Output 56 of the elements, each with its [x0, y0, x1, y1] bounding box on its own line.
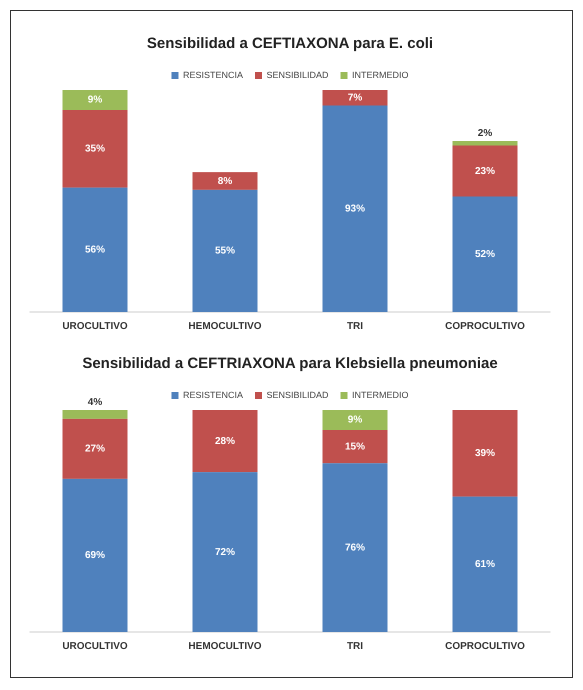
- data-label: 55%: [214, 246, 236, 257]
- bar: [192, 472, 258, 632]
- data-label: 8%: [218, 176, 232, 187]
- bar: [62, 410, 128, 419]
- data-label: 69%: [84, 550, 106, 562]
- bar: [322, 106, 388, 312]
- bar: [322, 90, 388, 106]
- x-tick-label: COPROCULTIVO: [445, 320, 526, 332]
- legend-label: RESISTENCIA: [182, 390, 243, 400]
- data-label: 35%: [84, 144, 106, 155]
- data-label: 2%: [478, 128, 492, 139]
- legend-label: INTERMEDIO: [352, 70, 409, 80]
- chart-title: Sensibilidad a CEFTRIAXONA para Klebsiella pneumoniae: [82, 355, 498, 372]
- legend-label: INTERMEDIO: [352, 390, 409, 400]
- bar: [62, 90, 128, 110]
- x-tick-label: HEMOCULTIVO: [188, 320, 262, 332]
- bar: [322, 410, 388, 430]
- bar: [62, 110, 128, 188]
- x-tick-label: TRI: [346, 640, 364, 652]
- data-label: 72%: [214, 546, 236, 558]
- bar: [452, 496, 518, 632]
- bar: [62, 478, 128, 632]
- bar: [192, 190, 258, 312]
- data-label: 28%: [214, 436, 236, 447]
- bar: [322, 430, 388, 464]
- bar: [452, 141, 518, 146]
- legend-label: SENSIBILIDAD: [266, 70, 330, 80]
- data-label: 27%: [84, 444, 106, 455]
- x-tick-label: TRI: [346, 320, 364, 332]
- data-label: 56%: [84, 244, 106, 256]
- data-label: 7%: [348, 92, 362, 104]
- bar: [192, 172, 258, 190]
- data-label: 93%: [344, 204, 366, 215]
- chart-title: Sensibilidad a CEFTIAXONA para E. coli: [146, 35, 434, 52]
- x-tick-label: HEMOCULTIVO: [188, 640, 262, 652]
- data-label: 39%: [474, 448, 496, 460]
- bar: [322, 463, 388, 632]
- x-tick-label: COPROCULTIVO: [445, 640, 526, 652]
- bar: [62, 418, 128, 479]
- bar: [62, 188, 128, 312]
- legend-label: RESISTENCIA: [182, 70, 243, 80]
- x-tick-label: UROCULTIVO: [62, 640, 128, 652]
- data-label: 9%: [88, 94, 102, 106]
- x-tick-label: UROCULTIVO: [62, 320, 128, 332]
- bar: [192, 410, 258, 472]
- data-label: 4%: [88, 396, 102, 408]
- data-label: 76%: [344, 542, 366, 554]
- data-label: 61%: [474, 559, 496, 570]
- bar: [452, 146, 518, 197]
- data-label: 52%: [474, 249, 496, 260]
- data-label: 9%: [348, 414, 362, 426]
- bar: [452, 410, 518, 497]
- legend-label: SENSIBILIDAD: [266, 390, 330, 400]
- data-label: 23%: [474, 166, 496, 177]
- data-label: 15%: [344, 441, 366, 452]
- bar: [452, 196, 518, 312]
